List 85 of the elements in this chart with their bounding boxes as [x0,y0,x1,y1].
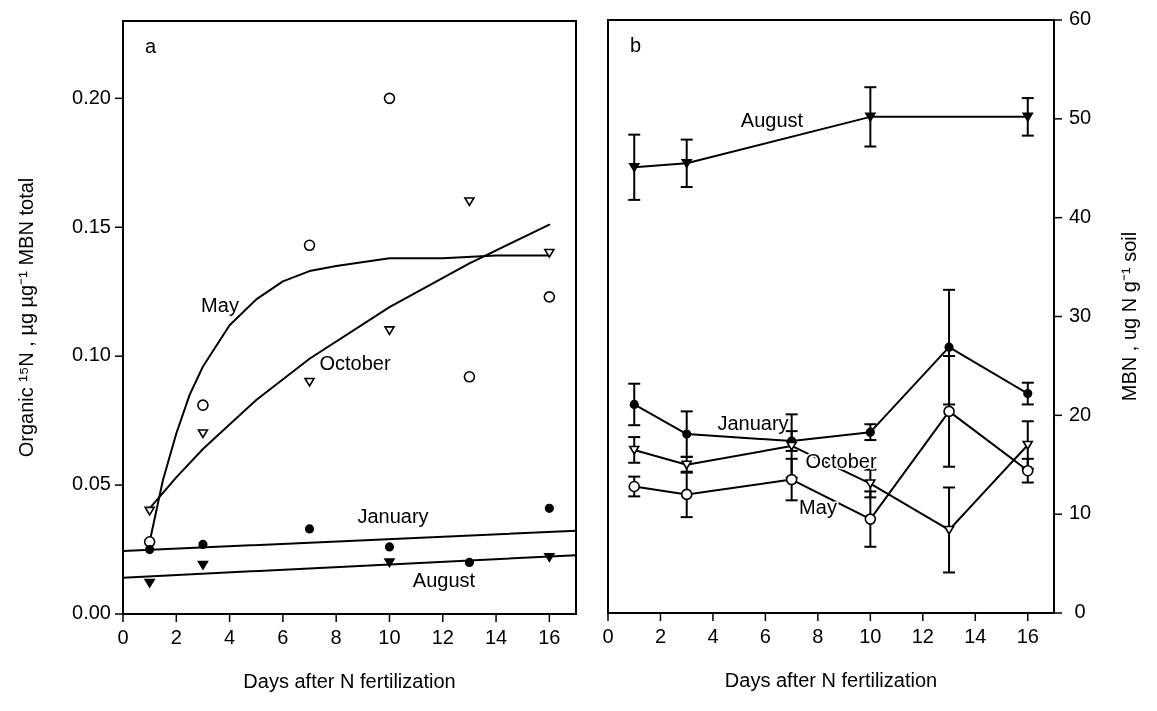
y2-axis-title: MBN , ug N g⁻¹ soil [1118,231,1140,402]
point [464,197,475,207]
series-label: October [319,352,391,375]
y2-tick-label: 60 [1068,7,1092,30]
point [303,239,316,252]
point [304,377,315,387]
point [384,542,395,552]
point [628,445,640,455]
point [628,480,641,493]
point [681,460,693,470]
x-tick-label: 0 [117,626,129,648]
y-tick-label: 0.20 [72,85,111,108]
point [943,405,955,418]
point [629,399,639,410]
point [463,371,476,383]
point [943,525,955,535]
point [864,513,877,525]
point [384,558,395,568]
x-tick-label: 12 [911,625,934,647]
point [1021,464,1034,477]
point [628,162,640,173]
point [197,399,209,411]
point [144,506,155,516]
x-tick-label: 2 [170,626,182,648]
x-tick-label: 10 [859,625,882,647]
y2-tick-label: 50 [1068,106,1092,129]
x-tick-label: 4 [224,626,236,648]
y-tick-label: 0.10 [72,343,111,366]
point [680,488,693,501]
x-tick-label: 14 [484,626,508,648]
point [304,524,315,534]
point [145,544,155,555]
point [865,427,875,437]
series-label: May [799,496,837,519]
point [786,441,797,451]
point [1022,112,1034,122]
series-label: January [717,412,789,435]
x-tick-label: 6 [277,626,289,648]
point [1022,440,1034,450]
point [464,557,475,568]
series-label: January [357,505,429,528]
point [383,92,396,105]
y2-tick-label: 0 [1074,600,1086,623]
y-tick-label: 0.15 [72,214,111,237]
y2-tick-label: 30 [1068,303,1092,326]
point [1023,388,1033,399]
series-label: August [740,109,804,132]
point [197,560,209,570]
point [198,539,208,549]
point [944,342,954,352]
series-label: May [201,294,239,317]
text: a [145,35,157,57]
x-axis-title: Days after N fertilization [724,669,938,691]
x-tick-label: 10 [378,626,401,648]
x-axis-title: Days after N fertilization [243,670,456,692]
x-tick-label: 8 [330,626,342,648]
text: b [630,34,642,56]
point [544,248,555,258]
x-tick-label: 4 [707,625,719,647]
point [384,326,395,336]
point [544,552,555,563]
x-tick-label: 12 [431,626,454,648]
point [544,503,554,513]
point [144,578,155,588]
x-tick-label: 8 [812,625,824,647]
series-label: August [412,569,476,592]
point [865,479,876,489]
y2-tick-label: 10 [1068,501,1092,524]
point [682,429,692,439]
x-tick-label: 0 [602,625,614,647]
point [785,473,798,486]
y2-tick-label: 20 [1068,402,1092,425]
x-tick-label: 16 [538,626,561,648]
y2-tick-label: 40 [1068,204,1092,227]
x-tick-label: 14 [964,625,987,647]
point [865,112,876,122]
x-tick-label: 2 [654,625,667,647]
point [681,159,693,169]
x-tick-label: 16 [1016,625,1039,647]
x-tick-label: 6 [759,625,771,647]
point [197,429,209,439]
y-axis-title: Organic ¹⁵N , µg µg⁻¹ MBN total [15,177,37,458]
y-tick-label: 0.00 [72,601,111,624]
y-tick-label: 0.05 [72,472,111,495]
point [543,291,556,303]
